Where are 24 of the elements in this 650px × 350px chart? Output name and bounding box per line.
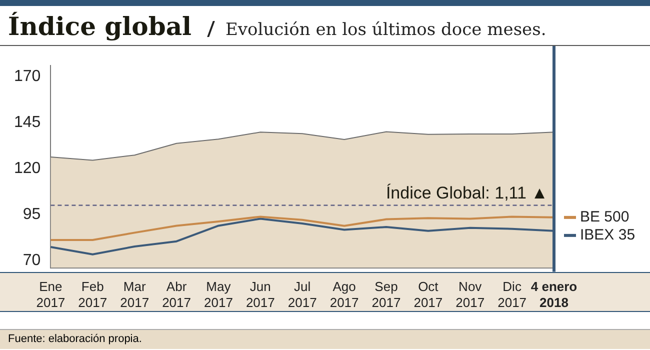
source-note: Fuente: elaboración propia. [0, 329, 650, 349]
x-tick-label: Nov 2017 [456, 279, 485, 310]
x-tick-label: 4 enero 2018 [530, 279, 578, 310]
chart-title: Índice global [8, 12, 192, 41]
legend-label: BE 500 [580, 208, 630, 226]
annotation: Índice Global: 1,11 ▲ [386, 183, 548, 202]
x-tick-label: Sep 2017 [372, 279, 401, 310]
legend-label: IBEX 35 [580, 226, 636, 244]
x-tick-label: Dic 2017 [498, 279, 527, 310]
x-tick-label: Ago 2017 [330, 279, 359, 310]
chart-subtitle: Evolución en los últimos doce meses. [226, 20, 546, 40]
x-tick-label: Jul 2017 [288, 279, 317, 310]
x-tick-label: Mar 2017 [120, 279, 150, 310]
y-tick-label: 170 [14, 68, 41, 86]
x-tick-label: Oct 2017 [414, 279, 443, 310]
y-tick-label: 145 [14, 114, 41, 131]
y-tick-label: 70 [22, 252, 41, 269]
x-tick-label: May 2017 [204, 279, 233, 310]
x-tick-label: Jun 2017 [246, 279, 275, 310]
x-tick-label: Ene 2017 [36, 279, 66, 310]
y-tick-label: 120 [14, 160, 41, 177]
x-tick-label: Abr 2017 [162, 279, 191, 310]
y-tick-label: 95 [22, 206, 41, 223]
x-tick-label: Feb 2017 [78, 279, 108, 310]
